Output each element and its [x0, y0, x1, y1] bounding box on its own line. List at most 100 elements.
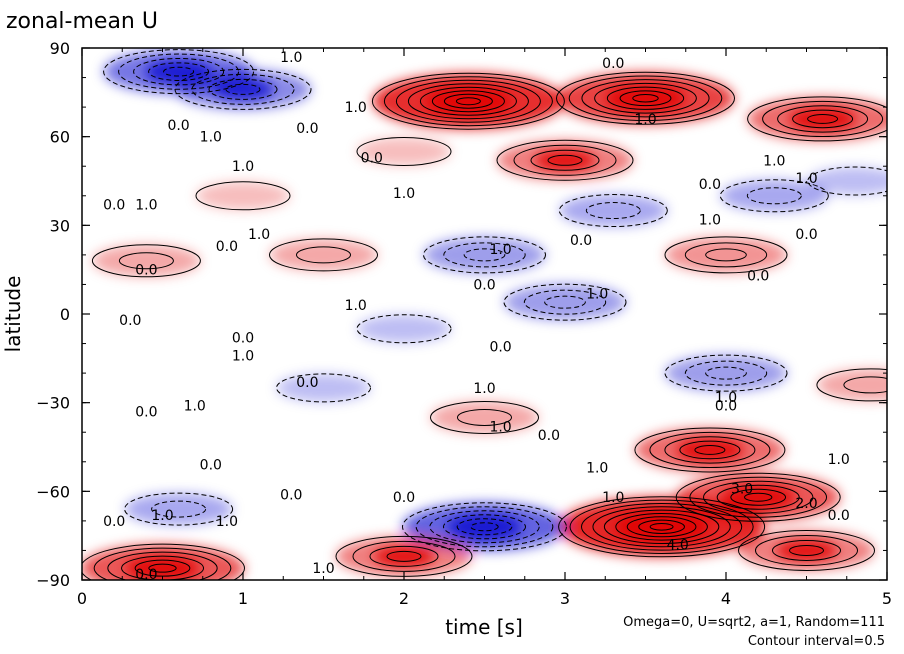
field-feature-21	[124, 493, 233, 526]
contour-17-6	[592, 506, 731, 548]
contour-label-38: 0.0	[200, 458, 222, 474]
contour-label-43: 1.0	[602, 490, 624, 506]
contour-label-50: 4.0	[667, 538, 689, 554]
contour-label-2: 1.0	[345, 100, 367, 116]
contour-11-1	[356, 314, 452, 344]
contour-label-27: 0.0	[232, 331, 254, 347]
contour-label-35: 1.0	[184, 399, 206, 415]
contour-label-14: 1.0	[135, 198, 157, 214]
contour-0-4	[419, 86, 517, 116]
contour-label-39: 1.0	[828, 452, 850, 468]
field-feature-8	[665, 236, 787, 273]
y-tick-label: −30	[36, 394, 70, 413]
field-feature-6	[423, 236, 546, 273]
field-core-22	[775, 539, 838, 562]
contour-20-5	[93, 547, 232, 580]
contour-label-42: 0.0	[393, 490, 415, 506]
contour-20-1	[148, 563, 177, 573]
x-tick-label: 5	[882, 589, 892, 608]
field-core-15	[676, 437, 744, 463]
field-feature-14	[430, 401, 539, 434]
contour-16-2	[730, 488, 787, 506]
contour-label-31: 1.0	[473, 381, 495, 397]
contour-label-44: 3.0	[731, 481, 753, 497]
contour-0-3	[431, 90, 505, 113]
field-feature-7	[504, 284, 626, 321]
contour-2-4	[762, 100, 884, 138]
contour-0-2	[443, 93, 493, 109]
contour-17-3	[626, 516, 697, 538]
contour-5-3	[191, 73, 295, 105]
contour-17-5	[603, 509, 720, 544]
contour-28-2	[558, 194, 668, 228]
contour-label-51: 1.0	[312, 561, 334, 577]
contour-19-2	[369, 545, 439, 567]
field-core-0	[425, 85, 512, 117]
contour-interval-annotation: Contour interval=0.5	[748, 634, 885, 649]
contour-6-1	[463, 248, 506, 262]
contour-14-2	[430, 400, 539, 434]
x-axis: 0 1 2 3 4 5	[77, 48, 892, 608]
contour-3-1	[547, 154, 583, 166]
contour-1-6	[568, 75, 723, 122]
field-layer	[82, 49, 887, 580]
contour-label-19: 0.0	[570, 233, 592, 249]
contour-27-1	[276, 373, 371, 403]
x-tick-label: 4	[721, 589, 731, 608]
contour-18-2	[456, 518, 513, 536]
contour-21-1	[151, 500, 207, 518]
contour-label-32: 1.0	[715, 390, 737, 406]
field-core-16	[721, 484, 796, 511]
contour-17-8	[569, 499, 754, 554]
contour-label-13: 0.0	[103, 198, 125, 214]
contour-label-21: 0.0	[135, 263, 157, 279]
contour-25-1	[746, 187, 802, 205]
y-tick-label: −90	[36, 571, 70, 590]
contour-label-24: 1.0	[586, 286, 608, 302]
contour-1-7	[556, 71, 735, 125]
contour-10-1	[118, 252, 174, 270]
contour-layer	[82, 49, 887, 580]
contour-19-1	[386, 550, 422, 562]
field-feature-26	[807, 167, 887, 195]
contour-18-5	[415, 506, 554, 548]
contour-label-18: 0.0	[795, 227, 817, 243]
field-feature-9	[269, 238, 378, 271]
contour-label-20: 1.0	[489, 242, 511, 258]
contour-label-29: 1.0	[232, 348, 254, 364]
contour-label-34: 0.0	[135, 405, 157, 421]
field-core-3	[534, 149, 596, 172]
contour-6-3	[423, 236, 546, 274]
contour-label-46: 0.0	[828, 508, 850, 524]
contour-15-2	[679, 440, 741, 460]
contour-6-2	[443, 242, 526, 268]
contour-15-3	[664, 436, 756, 464]
y-tick-label: 90	[50, 39, 70, 58]
contour-28-1	[585, 202, 641, 220]
contour-20-4	[107, 551, 218, 580]
field-feature-28	[559, 194, 668, 227]
contour-3-2	[530, 149, 600, 171]
field-core-1	[605, 83, 686, 113]
x-axis-label: time [s]	[445, 615, 523, 639]
contour-4-4	[118, 53, 240, 90]
contour-label-37: 0.0	[538, 428, 560, 444]
field-core-17	[615, 510, 708, 544]
y-tick-label: 30	[50, 216, 70, 235]
contour-label-23: 0.0	[747, 269, 769, 285]
contour-label-25: 1.0	[345, 298, 367, 314]
contour-1-4	[594, 82, 697, 114]
contour-label-7: 0.0	[361, 150, 383, 166]
contour-24-1	[356, 136, 452, 166]
contour-22-2	[772, 539, 841, 561]
contour-label-6: 1.0	[634, 112, 656, 128]
contour-15-4	[649, 431, 771, 469]
contour-8-1	[705, 248, 747, 262]
contour-21-2	[124, 492, 234, 526]
contour-label-1: 0.0	[602, 56, 624, 72]
contour-16-3	[716, 484, 800, 510]
contour-18-3	[443, 514, 526, 540]
contour-18-4	[429, 510, 540, 544]
contour-label-41: 0.0	[280, 487, 302, 503]
contour-label-4: 1.0	[200, 130, 222, 146]
